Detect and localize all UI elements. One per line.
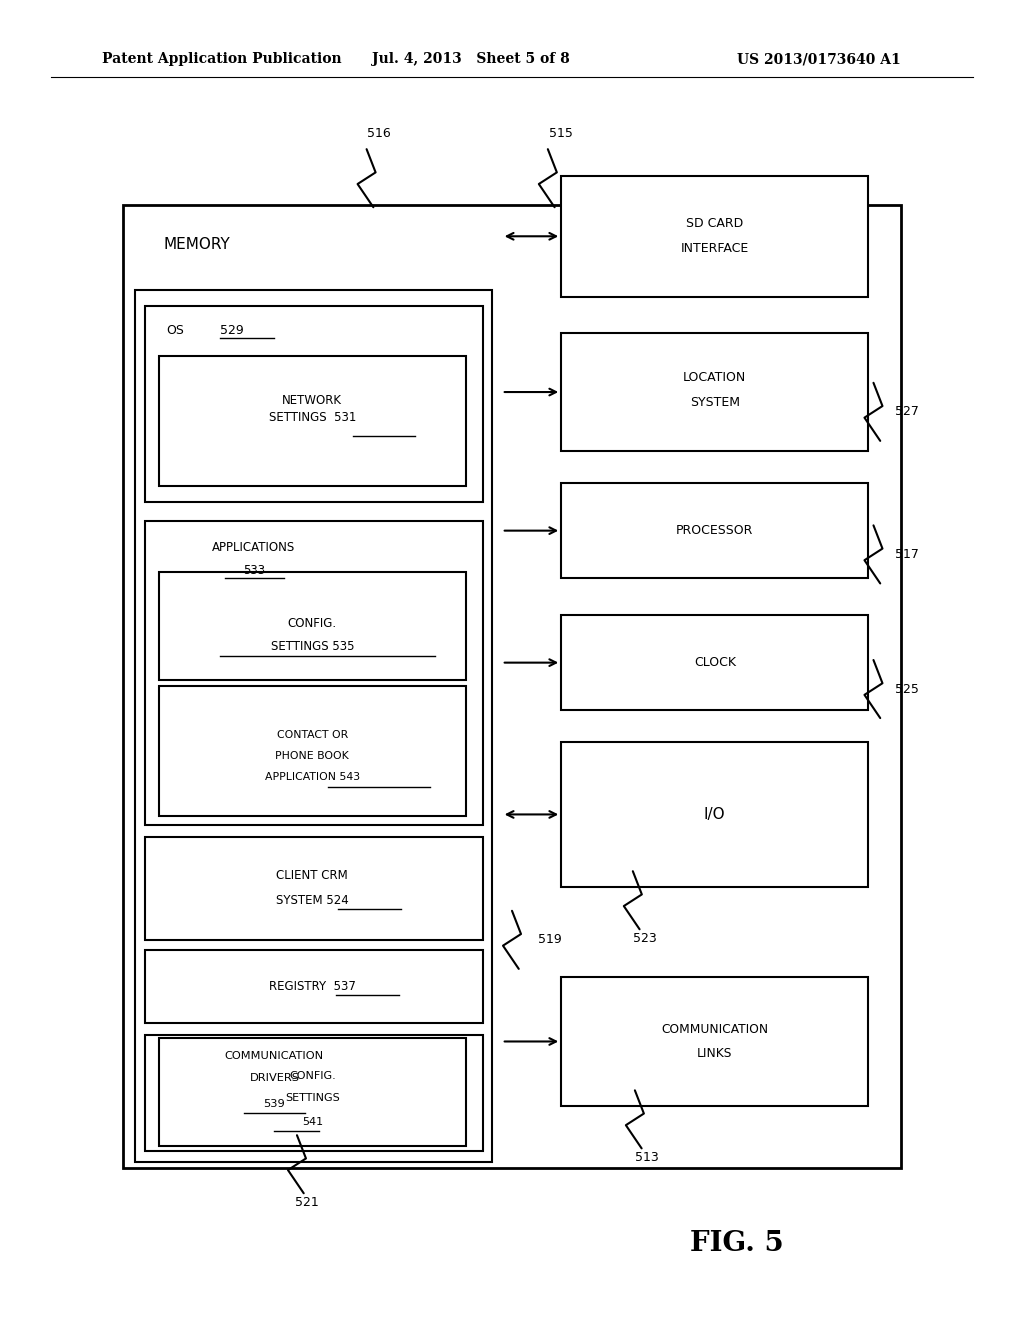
Text: PROCESSOR: PROCESSOR	[676, 524, 754, 537]
Text: APPLICATIONS: APPLICATIONS	[212, 541, 296, 554]
Text: 533: 533	[243, 564, 265, 577]
Text: SETTINGS: SETTINGS	[285, 1093, 340, 1104]
Text: SYSTEM 524: SYSTEM 524	[275, 894, 349, 907]
Bar	[145, 306, 483, 502]
Text: DRIVERS: DRIVERS	[250, 1073, 299, 1084]
Text: CONTACT OR: CONTACT OR	[276, 730, 348, 741]
Text: REGISTRY  537: REGISTRY 537	[269, 979, 355, 993]
Text: 513: 513	[635, 1151, 659, 1164]
Bar	[561, 483, 868, 578]
Text: SETTINGS 535: SETTINGS 535	[270, 640, 354, 653]
Bar	[145, 521, 483, 825]
Bar	[561, 742, 868, 887]
Text: 515: 515	[549, 127, 573, 140]
Text: LOCATION: LOCATION	[683, 371, 746, 384]
Text: Patent Application Publication: Patent Application Publication	[102, 53, 342, 66]
Bar	[135, 290, 492, 1162]
Bar	[159, 572, 466, 680]
Text: FIG. 5: FIG. 5	[690, 1230, 784, 1257]
Text: SYSTEM: SYSTEM	[690, 396, 739, 409]
Text: APPLICATION 543: APPLICATION 543	[265, 772, 359, 783]
Text: INTERFACE: INTERFACE	[681, 242, 749, 255]
Text: LINKS: LINKS	[697, 1047, 732, 1060]
Text: CLIENT CRM: CLIENT CRM	[276, 869, 348, 882]
Text: 519: 519	[538, 933, 561, 946]
Text: I/O: I/O	[703, 807, 726, 822]
Bar	[561, 615, 868, 710]
Bar	[561, 977, 868, 1106]
Text: MEMORY: MEMORY	[164, 236, 230, 252]
Text: COMMUNICATION: COMMUNICATION	[225, 1051, 324, 1061]
Text: Jul. 4, 2013   Sheet 5 of 8: Jul. 4, 2013 Sheet 5 of 8	[372, 53, 570, 66]
Text: 527: 527	[895, 405, 919, 418]
Text: 523: 523	[633, 932, 657, 945]
Bar	[561, 176, 868, 297]
Text: CLOCK: CLOCK	[693, 656, 736, 669]
Text: 539: 539	[263, 1098, 286, 1109]
Bar	[145, 837, 483, 940]
Text: 517: 517	[895, 548, 919, 561]
Text: 529: 529	[220, 323, 244, 337]
Bar	[159, 356, 466, 486]
Text: 516: 516	[367, 127, 391, 140]
Text: OS: OS	[166, 323, 183, 337]
Bar	[145, 1035, 483, 1151]
Bar	[123, 205, 901, 1168]
Text: 525: 525	[895, 682, 919, 696]
Text: 541: 541	[302, 1117, 323, 1127]
Bar	[561, 333, 868, 451]
Bar	[159, 1038, 466, 1146]
Text: SD CARD: SD CARD	[686, 216, 743, 230]
Bar	[145, 950, 483, 1023]
Text: CONFIG.: CONFIG.	[288, 616, 337, 630]
Text: US 2013/0173640 A1: US 2013/0173640 A1	[737, 53, 901, 66]
Text: CONFIG.: CONFIG.	[289, 1071, 336, 1081]
Bar	[159, 686, 466, 816]
Text: COMMUNICATION: COMMUNICATION	[662, 1023, 768, 1036]
Text: PHONE BOOK: PHONE BOOK	[275, 751, 349, 762]
Text: NETWORK
SETTINGS  531: NETWORK SETTINGS 531	[268, 395, 356, 424]
Text: 521: 521	[295, 1196, 319, 1209]
